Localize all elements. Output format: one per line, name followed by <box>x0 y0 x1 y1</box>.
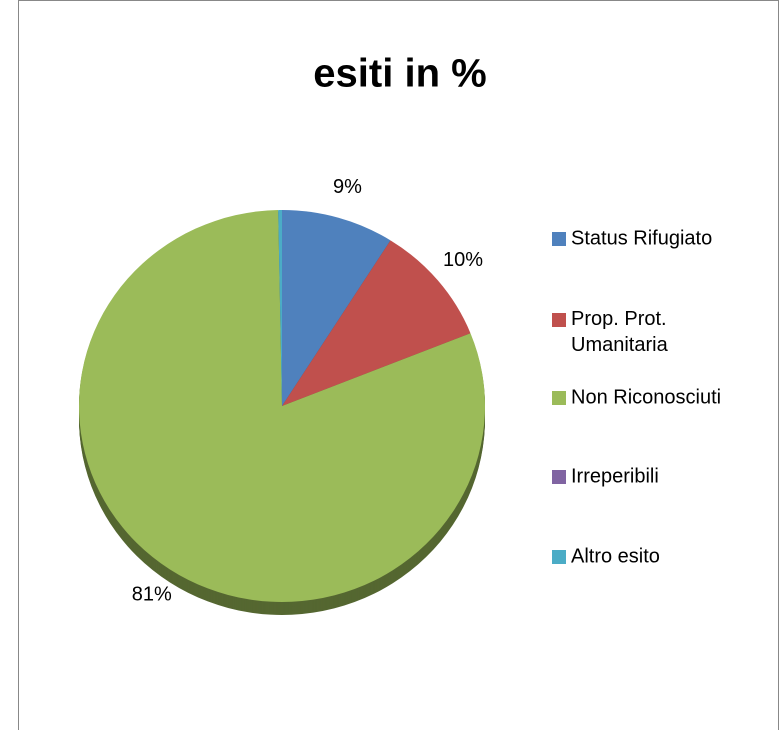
pie-slice <box>78 210 485 602</box>
pie-slice <box>282 210 391 406</box>
data-label: 10% <box>443 249 483 271</box>
legend-label: Status Rifugiato <box>571 227 712 249</box>
pie-slice <box>278 210 282 406</box>
legend-label: Prop. Prot. Umanitaria <box>571 308 669 356</box>
legend-swatch <box>552 391 566 405</box>
pie-slice <box>282 240 471 406</box>
legend-label-line: Umanitaria <box>571 334 669 356</box>
data-label: 81% <box>132 584 172 606</box>
legend-label-line: Prop. Prot. <box>571 308 667 330</box>
legend-label: Irreperibili <box>571 465 659 487</box>
legend-swatch <box>552 232 566 246</box>
chart-title: esiti in % <box>313 52 486 96</box>
legend-swatch <box>552 470 566 484</box>
data-label: 9% <box>333 176 362 198</box>
legend-label: Non Riconosciuti <box>571 386 721 408</box>
legend-label: Altro esito <box>571 545 660 567</box>
legend-swatch <box>552 550 566 564</box>
legend-swatch <box>552 313 566 327</box>
